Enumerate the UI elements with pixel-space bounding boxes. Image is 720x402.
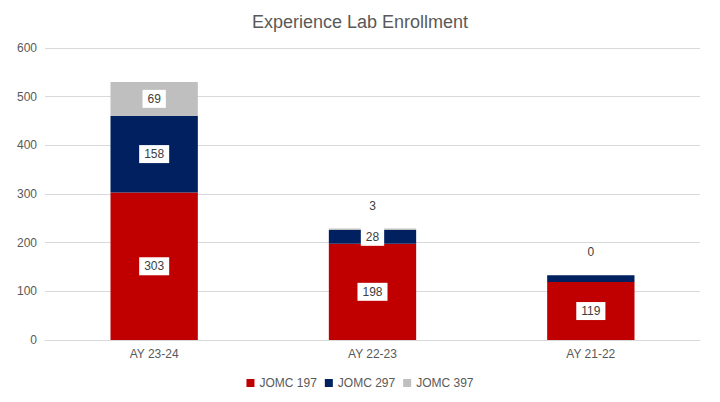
svg-text:100: 100 — [17, 284, 37, 298]
svg-text:119: 119 — [581, 304, 600, 318]
svg-text:AY 21-22: AY 21-22 — [566, 347, 615, 361]
svg-text:JOMC 197: JOMC 197 — [259, 376, 317, 390]
svg-text:JOMC 297: JOMC 297 — [338, 376, 396, 390]
svg-text:3: 3 — [369, 199, 376, 213]
svg-text:0: 0 — [587, 245, 594, 259]
svg-text:303: 303 — [144, 259, 164, 273]
svg-text:Experience Lab Enrollment: Experience Lab Enrollment — [252, 12, 468, 32]
svg-text:300: 300 — [17, 187, 37, 201]
svg-text:198: 198 — [362, 285, 382, 299]
svg-text:0: 0 — [30, 333, 37, 347]
svg-text:158: 158 — [144, 147, 164, 161]
svg-text:500: 500 — [17, 90, 37, 104]
svg-text:200: 200 — [17, 236, 37, 250]
svg-text:JOMC 397: JOMC 397 — [416, 376, 474, 390]
svg-text:28: 28 — [366, 230, 380, 244]
svg-text:69: 69 — [147, 92, 161, 106]
svg-text:400: 400 — [17, 138, 37, 152]
svg-text:AY 23-24: AY 23-24 — [130, 347, 179, 361]
svg-text:AY 22-23: AY 22-23 — [348, 347, 397, 361]
svg-text:600: 600 — [17, 41, 37, 55]
